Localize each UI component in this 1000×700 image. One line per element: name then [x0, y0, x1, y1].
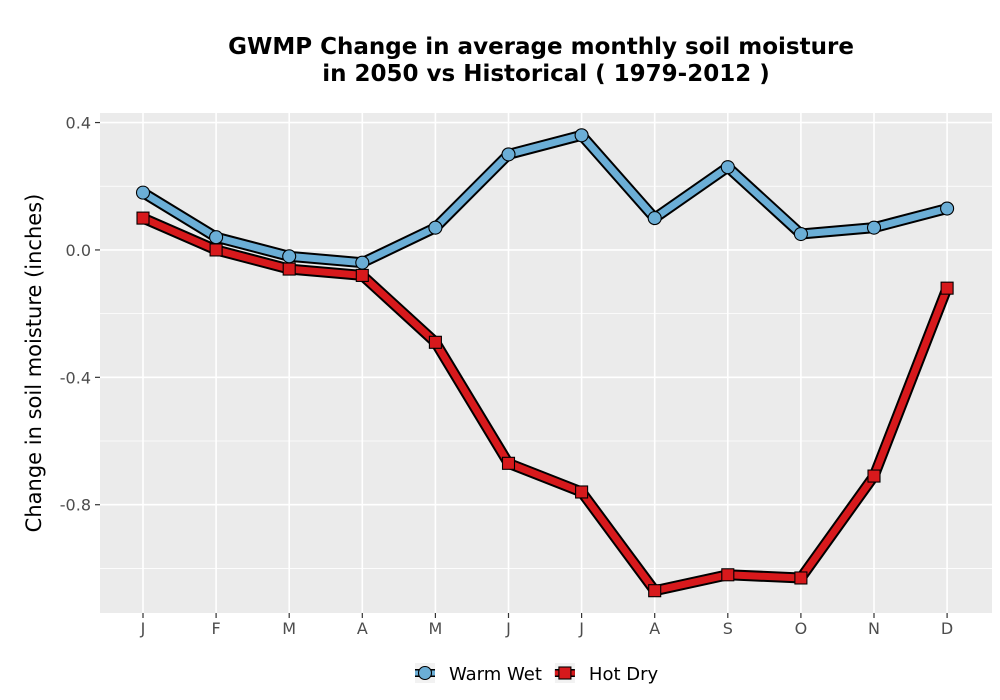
plot-panel [100, 113, 992, 613]
hot-dry-point [428, 335, 442, 349]
hot-dry-point [501, 456, 516, 470]
hot-dry-point [282, 262, 296, 276]
y-tick-label: 0.4 [66, 114, 91, 133]
x-tick-label: N [868, 619, 880, 638]
hot-dry-point [867, 469, 881, 483]
y-tick-label: -0.8 [60, 496, 91, 515]
warm-wet-line [140, 129, 949, 269]
warm-wet-point [940, 201, 955, 216]
x-tick-label: S [723, 619, 733, 638]
minor-gridlines [100, 185, 992, 569]
x-tick-label: O [795, 619, 808, 638]
warm-wet-point [866, 220, 882, 235]
legend-square-marker [558, 666, 572, 680]
legend: Warm Wet Hot Dry [415, 663, 658, 685]
warm-wet-point [428, 220, 443, 235]
hot-dry-point [648, 584, 662, 598]
chart-title: GWMP Change in average monthly soil mois… [228, 34, 854, 60]
warm-wet-point [574, 128, 589, 143]
hot-dry-point [940, 281, 954, 295]
hot-dry-line [140, 213, 953, 597]
x-tick-label: J [140, 619, 146, 638]
warm-wet-line-fill [141, 131, 948, 267]
x-tick-label: J [578, 619, 584, 638]
x-tick-label: A [649, 619, 660, 638]
hot-dry-point [794, 571, 808, 585]
legend-circle-marker [417, 665, 433, 681]
hot-dry-point [721, 568, 735, 582]
x-tick-label: D [941, 619, 953, 638]
warm-wet-point [282, 249, 297, 264]
hot-dry-line-fill [141, 214, 951, 595]
y-tick-label: -0.4 [60, 368, 91, 387]
legend-item-hot-dry: Hot Dry [554, 663, 659, 685]
y-axis-label: Change in soil moisture (inches) [22, 194, 46, 533]
hot-dry-point [136, 211, 150, 225]
warm-wet-point [720, 160, 735, 175]
warm-wet-point [209, 230, 224, 245]
warm-wet-point [135, 185, 151, 200]
hot-dry-point [575, 485, 589, 499]
series-layer [135, 128, 955, 598]
x-tick-label: A [357, 619, 368, 638]
hot-dry-point [209, 243, 223, 257]
x-tick-label: F [211, 619, 220, 638]
x-tick-label: J [505, 619, 511, 638]
legend-label: Warm Wet [449, 664, 542, 685]
warm-wet-point [501, 147, 516, 162]
warm-wet-point [355, 255, 370, 270]
axes: 0.4 0.0 -0.4 -0.8 J F M A M J J A S O N D [60, 114, 953, 638]
legend-item-warm-wet: Warm Wet [415, 663, 542, 685]
chart-subtitle: in 2050 vs Historical ( 1979-2012 ) [322, 61, 769, 87]
warm-wet-point [793, 226, 808, 242]
legend-label: Hot Dry [589, 664, 659, 685]
hot-dry-point [355, 268, 369, 282]
warm-wet-point [647, 211, 662, 226]
x-tick-label: M [428, 619, 442, 638]
x-tick-label: M [282, 619, 296, 638]
y-tick-label: 0.0 [66, 241, 91, 260]
